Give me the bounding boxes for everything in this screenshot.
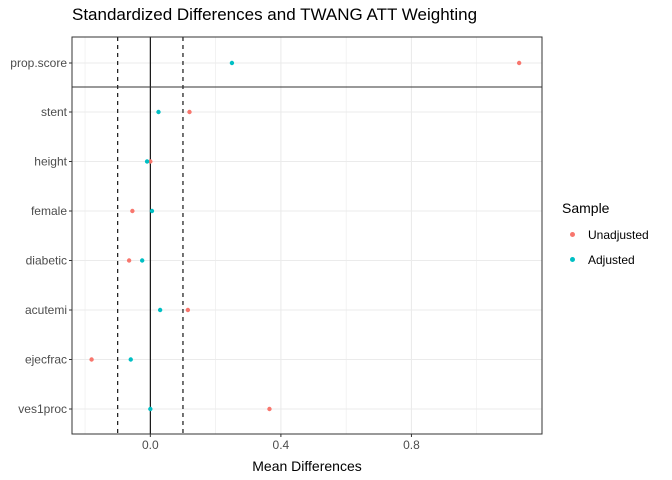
x-tick-label: 0.0: [142, 438, 159, 452]
data-point-adjusted: [148, 406, 153, 412]
x-tick-label: 0.4: [273, 438, 290, 452]
legend-item-adjusted: Adjusted: [562, 247, 649, 272]
data-point-unadjusted: [187, 109, 192, 115]
legend-key-adjusted: [562, 250, 582, 270]
data-point-adjusted: [156, 109, 161, 115]
data-point-unadjusted: [130, 208, 135, 214]
y-tick-label: female: [31, 204, 67, 218]
legend-dot-adjusted-icon: [569, 257, 575, 262]
legend-label-adjusted: Adjusted: [588, 252, 635, 267]
chart-title: Standardized Differences and TWANG ATT W…: [72, 5, 478, 24]
y-tick-label: prop.score: [10, 56, 67, 70]
y-tick-label: diabetic: [26, 254, 67, 268]
y-tick-label: stent: [41, 105, 68, 119]
data-point-unadjusted: [516, 60, 522, 66]
data-point-unadjusted: [267, 406, 272, 412]
x-tick-label: 0.8: [403, 438, 420, 452]
legend-item-unadjusted: Unadjusted: [562, 222, 649, 247]
legend: Sample Unadjusted Adjusted: [562, 200, 649, 272]
data-point-adjusted: [144, 159, 150, 164]
legend-title: Sample: [562, 200, 610, 216]
data-point-adjusted: [139, 258, 145, 263]
data-point-adjusted: [149, 208, 155, 214]
x-axis-label: Mean Differences: [252, 458, 361, 474]
data-point-adjusted: [229, 60, 235, 66]
legend-dot-unadjusted-icon: [569, 232, 575, 237]
data-point-unadjusted: [148, 159, 153, 164]
legend-key-unadjusted: [562, 225, 582, 245]
data-point-adjusted: [128, 357, 133, 362]
y-tick-label: ves1proc: [18, 402, 67, 416]
y-tick-label: acutemi: [25, 303, 67, 317]
data-point-unadjusted: [185, 307, 191, 313]
data-point-unadjusted: [126, 258, 132, 263]
y-tick-label: ejecfrac: [25, 353, 67, 367]
data-point-unadjusted: [89, 357, 94, 362]
panel-border-top: [71, 36, 543, 88]
data-point-adjusted: [157, 307, 163, 313]
y-tick-label: height: [34, 155, 67, 169]
legend-label-unadjusted: Unadjusted: [588, 227, 649, 242]
